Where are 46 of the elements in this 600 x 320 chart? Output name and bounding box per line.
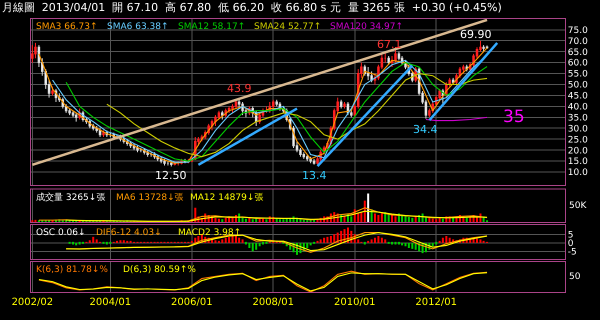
series-label: MA6 13728↓張: [116, 192, 184, 203]
x-tick-label: 2010/01: [334, 297, 376, 308]
annotation: 13.4: [302, 169, 326, 182]
y-tick-label: 45.0: [568, 92, 588, 102]
y-tick-label: 55.0: [568, 70, 588, 80]
y-tick-label: 75.0: [568, 26, 588, 36]
chart-title: 月線圖 2013/04/01 開 67.10 高 67.80 低 66.20 收 66.80 s 元 量 3265 張 +0.30 (+0.45%): [2, 0, 502, 14]
x-tick-label: 2004/01: [90, 297, 132, 308]
annotation: 43.9: [227, 82, 252, 95]
y-tick-label: 70.0: [568, 36, 588, 47]
x-tick-label: 2008/01: [252, 297, 294, 308]
text: 50K: [569, 201, 588, 211]
y-tick-label: 60.0: [568, 58, 588, 69]
y-tick-label: 65.0: [568, 48, 588, 58]
annotation: 12.50: [155, 169, 186, 182]
annotation: 34.4: [413, 123, 438, 136]
y-tick-label: 30.0: [568, 124, 588, 134]
y-tick-label: -5: [568, 248, 577, 258]
y-tick-label: 20.0: [568, 146, 588, 156]
series-label: DIF6-12 4.03↓: [96, 228, 162, 238]
y-tick-label: 0: [568, 239, 574, 249]
series-label: MA12 14879↓張: [190, 192, 264, 203]
x-tick-label: 2012/01: [415, 297, 457, 308]
annotation: 69.90: [460, 28, 492, 41]
y-tick-label: 50.0: [568, 80, 588, 91]
annotation: 35: [503, 107, 525, 127]
series-label: OSC 0.06↓: [36, 228, 86, 238]
series-label: K(6,3) 81.78↓%: [36, 265, 108, 275]
text: SMA3 66.73↑: [36, 22, 98, 32]
text: SMA12 58.17↑: [178, 22, 246, 32]
series-label: D(6,3) 80.59↑%: [123, 265, 196, 275]
text: SMA24 52.77↑: [254, 22, 322, 32]
y-tick-label: 5: [568, 230, 574, 240]
series-label: 成交量 3265↓張: [36, 192, 106, 203]
y-tick-label: 15.0: [568, 157, 588, 168]
text: SMA120 34.97↑: [330, 22, 403, 32]
x-tick-label: 2002/02: [12, 297, 54, 308]
text: 50: [569, 272, 581, 282]
y-tick-label: 40.0: [568, 102, 588, 113]
text: SMA6 63.38↑: [107, 22, 169, 32]
x-tick-label: 2006/01: [171, 297, 213, 308]
y-tick-label: 35.0: [568, 113, 588, 124]
series-label: MACD2 3.98↑: [178, 228, 242, 238]
y-tick-label: 10.0: [568, 168, 588, 178]
y-tick-label: 25.0: [568, 135, 588, 146]
annotation: 67.1: [377, 38, 402, 51]
